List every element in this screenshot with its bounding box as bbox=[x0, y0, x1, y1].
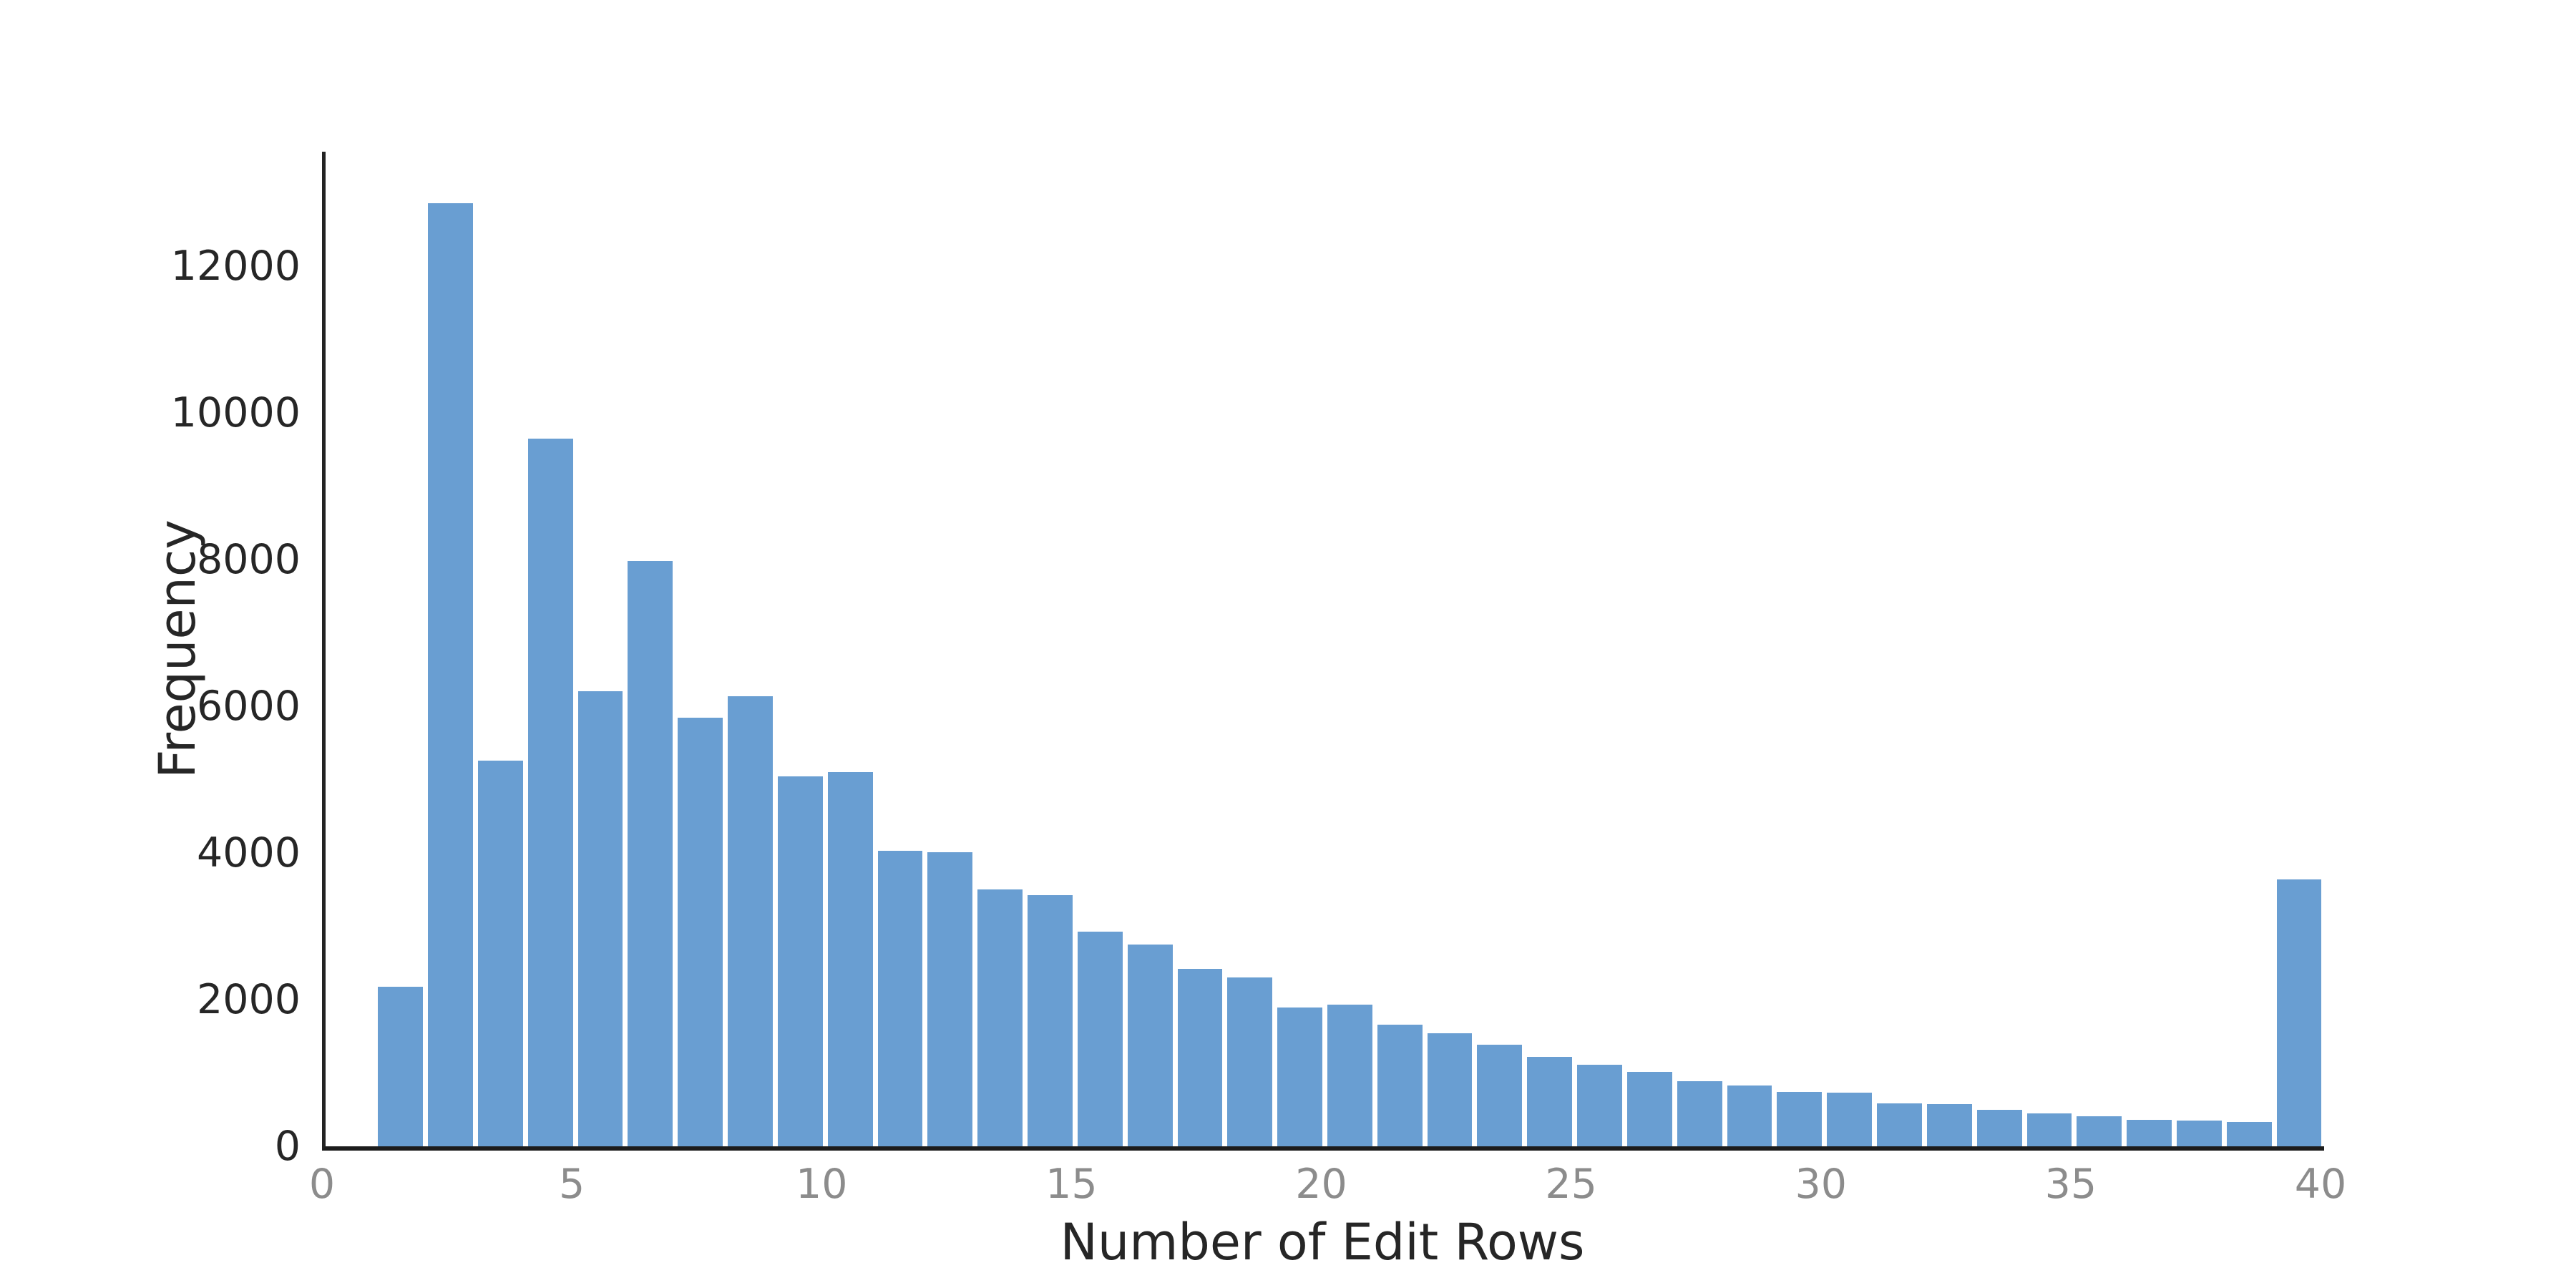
histogram-bar bbox=[728, 696, 773, 1146]
histogram-bar bbox=[2276, 879, 2322, 1146]
histogram-bar bbox=[678, 718, 723, 1146]
histogram-bar bbox=[1577, 1065, 1622, 1146]
histogram-bar bbox=[1877, 1103, 1922, 1146]
histogram-bar bbox=[1177, 968, 1223, 1146]
x-tick-label: 30 bbox=[1795, 1161, 1848, 1208]
histogram-bar bbox=[2177, 1121, 2222, 1146]
y-tick-label: 10000 bbox=[170, 389, 301, 436]
histogram-bar bbox=[1277, 1008, 1322, 1146]
histogram-bar bbox=[1527, 1056, 1573, 1146]
y-tick-label: 8000 bbox=[196, 535, 301, 583]
histogram-bar bbox=[777, 776, 823, 1146]
histogram-bar bbox=[1427, 1033, 1473, 1146]
histogram-bar bbox=[1626, 1072, 1672, 1146]
y-tick-label: 12000 bbox=[170, 242, 301, 290]
histogram-bar bbox=[827, 772, 873, 1146]
x-tick-label: 0 bbox=[308, 1161, 336, 1208]
histogram-bar bbox=[877, 850, 923, 1146]
y-tick-label: 2000 bbox=[196, 975, 301, 1023]
histogram-bar bbox=[1477, 1044, 1523, 1146]
histogram-bar bbox=[1127, 945, 1173, 1146]
plot-area bbox=[322, 152, 2324, 1151]
x-tick-label: 35 bbox=[2044, 1161, 2097, 1208]
histogram-bar bbox=[1926, 1104, 1972, 1146]
histogram-bar bbox=[2127, 1120, 2172, 1146]
y-tick-label: 0 bbox=[274, 1123, 301, 1170]
histogram-bar bbox=[927, 852, 973, 1146]
histogram-bar bbox=[1727, 1085, 1772, 1146]
histogram-bar bbox=[1777, 1092, 1823, 1146]
histogram-bar bbox=[477, 760, 523, 1146]
x-tick-label: 40 bbox=[2294, 1161, 2347, 1208]
y-tick-label: 6000 bbox=[196, 682, 301, 730]
histogram-bar bbox=[1227, 977, 1273, 1146]
histogram-bar bbox=[577, 691, 623, 1146]
histogram-bar bbox=[628, 561, 673, 1146]
x-axis-tick-labels: 0 5 10 15 20 25 30 35 40 bbox=[309, 1161, 2346, 1225]
histogram-bar bbox=[2077, 1116, 2122, 1146]
histogram-bar bbox=[1028, 895, 1073, 1146]
histogram-bar bbox=[2026, 1113, 2072, 1146]
histogram-bar bbox=[977, 889, 1023, 1146]
y-axis-tick-labels: 0 2000 4000 6000 8000 10000 12000 bbox=[0, 152, 301, 1170]
x-tick-label: 5 bbox=[558, 1161, 585, 1208]
x-tick-label: 25 bbox=[1545, 1161, 1597, 1208]
histogram-bar bbox=[1677, 1080, 1722, 1146]
histogram-bar bbox=[1077, 931, 1123, 1146]
histogram-bar bbox=[1976, 1109, 2022, 1146]
histogram-bar bbox=[1377, 1024, 1423, 1146]
histogram-bar bbox=[527, 438, 573, 1146]
histogram-bar bbox=[1827, 1093, 1873, 1146]
x-tick-label: 10 bbox=[795, 1161, 848, 1208]
x-tick-label: 15 bbox=[1045, 1161, 1098, 1208]
histogram-bar bbox=[428, 203, 473, 1146]
histogram-bar bbox=[378, 986, 424, 1146]
y-tick-label: 4000 bbox=[196, 829, 301, 877]
histogram-bar bbox=[2226, 1122, 2272, 1146]
histogram-bar bbox=[1327, 1005, 1372, 1146]
y-axis-title: Frequency bbox=[148, 519, 207, 779]
x-axis-title: Number of Edit Rows bbox=[1060, 1213, 1585, 1272]
x-tick-label: 20 bbox=[1295, 1161, 1347, 1208]
